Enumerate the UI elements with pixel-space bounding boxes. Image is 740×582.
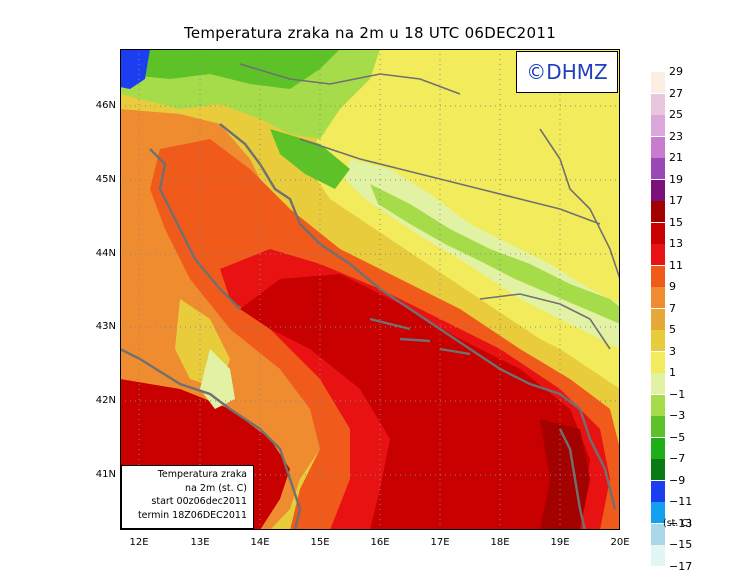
legend-label: 19 [669, 172, 683, 186]
legend-label: 21 [669, 151, 683, 164]
lon-label-20: 20E [610, 537, 630, 548]
border-serbia [539, 128, 620, 280]
legend-label: 3 [669, 344, 676, 358]
info-line-variable: Temperatura zraka [157, 469, 247, 480]
italy-north-coast [149, 148, 241, 310]
map-frame [120, 49, 620, 530]
legend-label: 27 [669, 86, 683, 100]
info-line-level: na 2m (st. C) [185, 482, 247, 494]
legend-swatch [651, 179, 665, 201]
lon-label-13: 13E [190, 537, 210, 548]
legend-swatch [651, 287, 665, 308]
legend-label: −11 [669, 495, 693, 508]
legend-label: −7 [669, 452, 686, 465]
temperature-map [120, 49, 620, 530]
legend-label: 5 [669, 323, 676, 336]
legend-swatch [651, 394, 665, 416]
lon-label-12: 12E [129, 537, 149, 548]
legend-swatch [651, 308, 665, 330]
lon-label-17: 17E [430, 537, 450, 548]
graticule [120, 49, 620, 530]
legend-label: −5 [669, 430, 686, 444]
legend-swatch [651, 523, 665, 545]
coastlines [120, 123, 617, 530]
legend-swatch [651, 351, 665, 373]
legend-label: 7 [669, 301, 676, 315]
legend-label: 15 [669, 215, 683, 229]
legend-swatch [651, 459, 665, 480]
alps-colder [120, 49, 340, 89]
adriatic-core [240, 274, 590, 530]
border-slovenia [239, 63, 461, 95]
legend-label: −17 [669, 559, 693, 573]
islands [369, 317, 471, 356]
info-box: Temperatura zraka na 2m (st. C) start 00… [121, 465, 254, 529]
legend-swatch [651, 244, 665, 265]
lat-label-44: 44N [95, 248, 116, 259]
legend-label: −3 [669, 409, 686, 422]
lat-label-42: 42N [95, 395, 116, 406]
lat-label-45: 45N [95, 174, 116, 185]
italy-east-coast [120, 347, 302, 530]
legend-swatch [651, 201, 665, 222]
legend-units: (st. C) [663, 518, 692, 529]
legend-swatch [651, 480, 665, 502]
lon-label-14: 14E [250, 537, 270, 548]
legend-label: 23 [669, 129, 683, 143]
croatia-coast [219, 123, 617, 510]
info-line-start: start 00z06dec2011 [151, 496, 247, 507]
legend-label: 17 [669, 194, 683, 207]
lon-label-16: 16E [370, 537, 390, 548]
legend-swatch [651, 545, 665, 566]
lon-label-18: 18E [490, 537, 510, 548]
alps-coldest [120, 49, 150, 89]
legend-swatch [651, 416, 665, 437]
lon-label-19: 19E [550, 537, 570, 548]
legend-swatch [651, 93, 665, 115]
legend-label: −1 [669, 387, 686, 401]
map-title: Temperatura zraka na 2m u 18 UTC 06DEC20… [183, 24, 557, 42]
legend-swatch [651, 373, 665, 394]
legend-label: 25 [669, 108, 683, 121]
lat-label-41: 41N [95, 469, 116, 480]
legend-swatch [651, 330, 665, 351]
legend-label: −13 [669, 516, 693, 530]
legend-label: 29 [669, 65, 683, 78]
legend-swatch [651, 265, 665, 287]
legend-swatch [651, 72, 665, 93]
legend-label: 13 [669, 237, 683, 250]
legend-swatch [651, 437, 665, 459]
legend-swatch [651, 222, 665, 244]
legend-swatch [651, 502, 665, 523]
gorski-kotar-cold [270, 129, 350, 189]
legend-swatch [651, 158, 665, 179]
albania-coast [558, 428, 587, 530]
legend-label: 1 [669, 366, 676, 379]
legend-label: −9 [669, 473, 686, 487]
legend-label: −15 [669, 538, 693, 551]
legend-label: 11 [669, 258, 683, 272]
lon-label-15: 15E [310, 537, 330, 548]
legend-swatch [651, 136, 665, 158]
legend-swatch [651, 115, 665, 136]
info-line-valid: termin 18Z06DEC2011 [137, 509, 247, 521]
copyright-box: ©DHMZ [516, 51, 618, 93]
legend-label: 9 [669, 280, 676, 293]
lat-label-43: 43N [95, 321, 116, 332]
lat-label-46: 46N [95, 100, 116, 111]
map-canvas [120, 49, 620, 530]
